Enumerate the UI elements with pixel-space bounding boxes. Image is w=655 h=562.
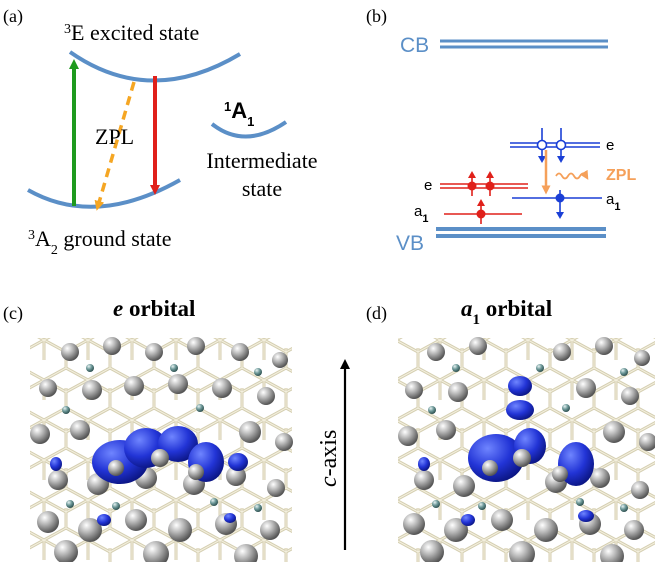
- left-e-label: e: [424, 177, 432, 194]
- right-e-label: e: [606, 137, 614, 154]
- right-e-spin-2-head: [557, 156, 565, 163]
- panel-b-label: (b): [366, 6, 387, 27]
- intermediate-state-curve: [210, 120, 288, 139]
- panel-a: (a) 3E excited state 3A2 ground state ZP…: [3, 6, 318, 258]
- intermediate-label-line1: Intermediate: [206, 148, 317, 173]
- a1-orbital-lobes: [418, 376, 594, 526]
- left-e-spin-1-head: [468, 171, 476, 178]
- intermediate-label-line2: state: [242, 176, 282, 201]
- zpl-label: ZPL: [95, 124, 134, 149]
- panel-d: (d) a1 orbital: [366, 296, 655, 562]
- left-a1-spin-head: [477, 199, 485, 206]
- vb-label: VB: [396, 232, 424, 255]
- right-e-electron-open: [555, 139, 567, 151]
- photon-wave: [555, 169, 589, 180]
- c-axis-label: c-axis: [316, 430, 342, 487]
- zpl-arrow: [94, 81, 136, 211]
- e-orbital-lobes: [50, 426, 248, 526]
- e-carbon-atoms: [30, 337, 293, 562]
- intermediate-state-symbol: 1A1: [224, 98, 254, 129]
- right-a1-spin-head: [556, 212, 564, 219]
- panel-d-label: (d): [366, 303, 387, 324]
- right-e-spin-1-head: [538, 156, 546, 163]
- right-a1-label: a1: [606, 191, 620, 213]
- cb-label: CB: [400, 34, 429, 57]
- c-axis: c-axis: [316, 359, 350, 550]
- excited-state-curve: [68, 50, 242, 83]
- panel-a-label: (a): [3, 6, 23, 27]
- e-orbital-structure: [30, 337, 293, 562]
- e-small-atoms: [62, 364, 262, 512]
- panel-c-label: (c): [3, 303, 23, 324]
- a1-small-atoms: [428, 364, 628, 512]
- excited-state-label: 3E excited state: [64, 20, 199, 45]
- left-e-spin-2-head: [486, 171, 494, 178]
- right-e-hole: [536, 139, 548, 151]
- left-a1-label: a1: [414, 203, 428, 225]
- panel-b: (b) CB VB e a1 e a1: [366, 6, 636, 255]
- panel-c-title: e orbital: [113, 296, 195, 321]
- a1-orbital-structure: [398, 337, 655, 562]
- ground-state-label: 3A2 ground state: [28, 226, 172, 258]
- zpl-b-label: ZPL: [606, 167, 636, 184]
- panel-c: (c) e orbital: [3, 296, 293, 562]
- panel-d-title: a1 orbital: [461, 296, 552, 328]
